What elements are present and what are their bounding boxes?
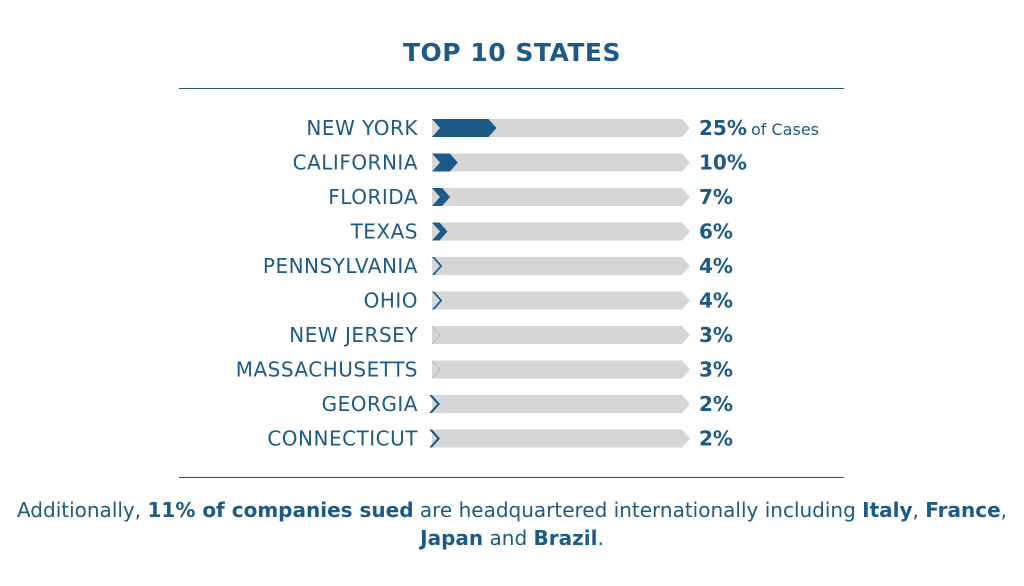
footnote-country-france: France <box>925 498 1001 522</box>
bar-track-florida <box>432 188 690 206</box>
footnote-text-3: , <box>912 498 926 522</box>
bar-track-connecticut <box>432 429 690 448</box>
bar-fill-texas <box>432 222 448 241</box>
bar-fill-florida <box>432 188 451 206</box>
footnote-text-6: . <box>597 526 604 550</box>
footnote-country-japan: Japan <box>420 526 484 550</box>
value-label-texas: 6% <box>699 220 733 244</box>
bar-fill-connecticut <box>429 429 440 448</box>
bar-track-texas <box>432 222 690 241</box>
value-label-california: 10% <box>699 151 747 175</box>
category-label-massachusetts: MASSACHUSETTS <box>236 358 418 382</box>
footnote-text-4: , <box>1000 498 1008 522</box>
value-label-new-jersey: 3% <box>699 323 733 347</box>
bar-track-massachusetts <box>432 360 690 379</box>
bottom-divider <box>179 477 844 478</box>
category-label-georgia: GEORGIA <box>322 392 418 416</box>
value-label-massachusetts: 3% <box>699 358 733 382</box>
category-label-connecticut: CONNECTICUT <box>267 427 418 451</box>
category-label-pennsylvania: PENNSYLVANIA <box>263 254 418 278</box>
category-label-california: CALIFORNIA <box>293 151 418 175</box>
bar-fill-georgia <box>429 395 440 413</box>
category-label-florida: FLORIDA <box>328 185 418 209</box>
value-label-pennsylvania: 4% <box>699 254 733 278</box>
bar-track-pennsylvania <box>432 257 690 275</box>
value-label-new-york: 25% <box>699 116 747 140</box>
bar-track-new-jersey <box>432 326 690 344</box>
bar-track-georgia <box>432 395 690 413</box>
footnote-text-1: Additionally, <box>16 498 148 522</box>
value-label-ohio: 4% <box>699 289 733 313</box>
value-unit-label: of Cases <box>751 120 819 139</box>
footnote-country-brazil: Brazil <box>533 526 598 550</box>
value-label-georgia: 2% <box>699 392 733 416</box>
footnote-text-2: are headquartered internationally includ… <box>413 498 863 522</box>
bar-track-ohio <box>432 291 690 310</box>
bar-track-new-york <box>432 119 690 137</box>
value-label-florida: 7% <box>699 185 733 209</box>
category-label-ohio: OHIO <box>364 289 418 313</box>
footnote-text-5: and <box>483 526 534 550</box>
value-label-connecticut: 2% <box>699 427 733 451</box>
bar-chart: NEW YORK 25% of Cases CALIFORNIA 10% FLORIDA 7… <box>236 116 819 451</box>
bar-fill-california <box>432 153 458 172</box>
bar-fill-pennsylvania <box>432 257 443 275</box>
footnote-highlight-companies: 11% of companies sued <box>147 498 414 522</box>
footnote: Additionally, 11% of companies sued are … <box>0 496 1024 552</box>
bar-fill-new-york <box>432 119 497 137</box>
bar-track-california <box>432 153 690 172</box>
top-divider <box>179 88 844 89</box>
bar-fill-ohio <box>432 291 443 310</box>
category-label-texas: TEXAS <box>350 220 418 244</box>
category-label-new-york: NEW YORK <box>306 116 418 140</box>
category-label-new-jersey: NEW JERSEY <box>289 323 418 347</box>
footnote-country-italy: Italy <box>862 498 913 522</box>
chart-title: TOP 10 STATES <box>403 38 621 67</box>
